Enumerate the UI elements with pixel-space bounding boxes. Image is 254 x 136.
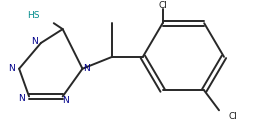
Text: N: N [18,94,24,103]
Text: Cl: Cl [228,112,237,121]
Text: Cl: Cl [158,1,167,10]
Text: HS: HS [27,11,39,20]
Text: N: N [31,36,38,46]
Text: N: N [8,64,14,73]
Text: N: N [83,64,90,73]
Text: N: N [62,96,69,105]
